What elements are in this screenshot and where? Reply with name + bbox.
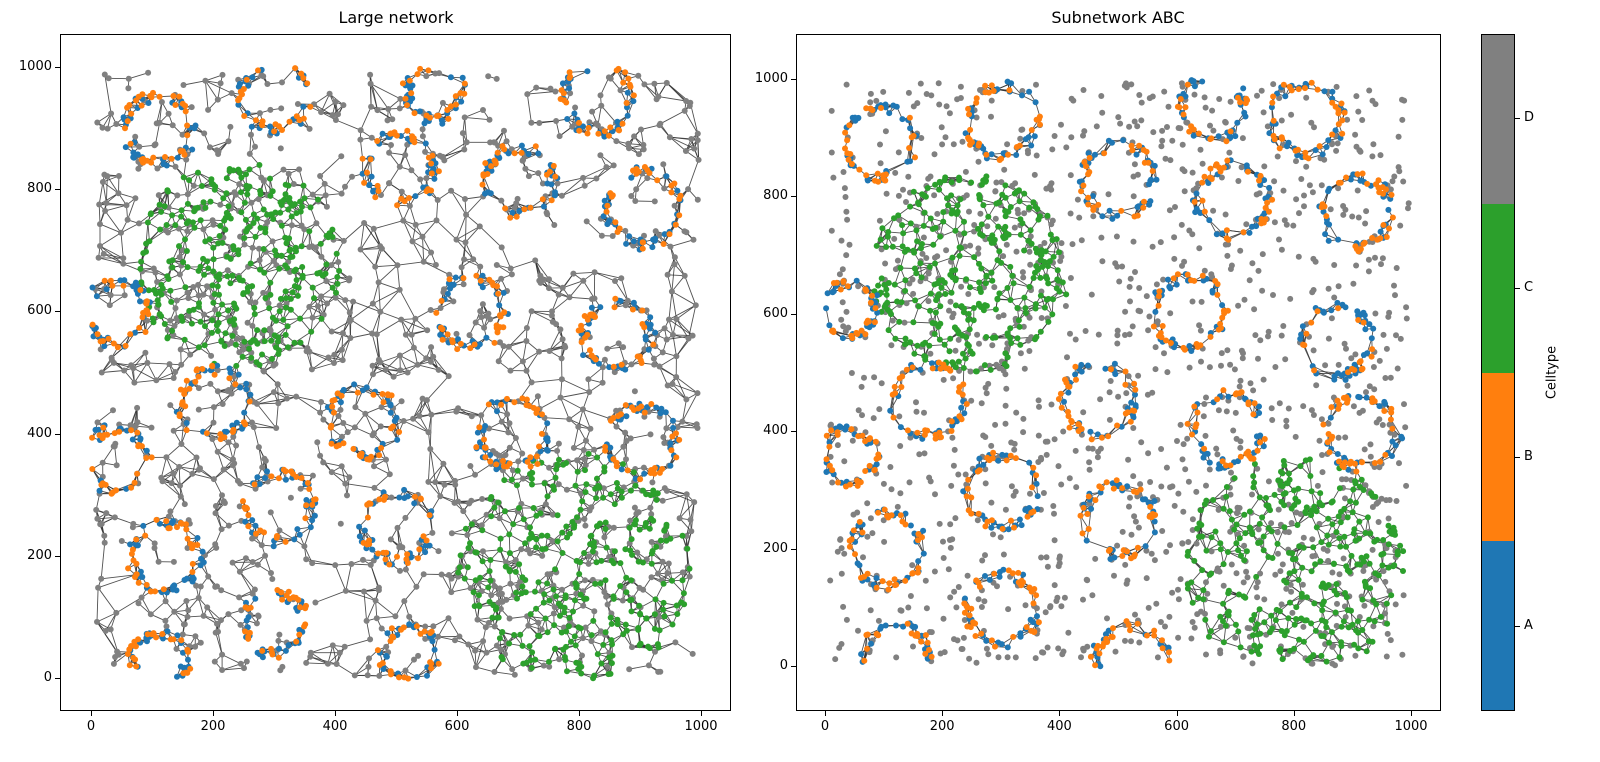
y-tick-label: 800	[763, 188, 788, 204]
nodes-celltype-d	[92, 69, 702, 679]
colorbar-tick-b: B	[1524, 449, 1533, 464]
y-tick-label: 600	[27, 303, 52, 319]
y-tick-label: 0	[779, 658, 788, 673]
y-tick-label: 1000	[18, 59, 52, 74]
x-tick-label: 600	[444, 719, 470, 734]
x-tick-label: 200	[929, 719, 955, 734]
colorbar-segment-c	[1482, 203, 1514, 373]
y-tick-label: 0	[43, 670, 52, 685]
nodes-celltype-d	[827, 80, 1412, 669]
x-tick-label: 1000	[684, 719, 718, 734]
y-tick-label: 400	[763, 423, 788, 439]
large-network-graph	[89, 65, 702, 682]
y-tick-label: 200	[763, 540, 788, 556]
y-tick-label: 400	[27, 425, 52, 441]
y-tick-label: 1000	[754, 71, 788, 86]
x-tick-label: 1000	[1394, 719, 1428, 734]
nodes-celltype-b	[823, 79, 1396, 669]
right-plot-title: Subnetwork ABC	[1051, 8, 1185, 27]
network-edges	[91, 67, 700, 680]
colorbar-tick-a: A	[1524, 618, 1533, 633]
nodes-celltype-b	[89, 65, 684, 682]
x-tick-label: 0	[820, 719, 830, 734]
x-tick-label: 200	[200, 719, 226, 734]
colorbar-tick-c: C	[1524, 280, 1534, 295]
y-tick-label: 600	[763, 305, 788, 321]
left-plot-axes	[60, 34, 731, 711]
y-tick-label: 800	[27, 181, 52, 197]
x-tick-label: 800	[566, 719, 592, 734]
x-tick-label: 400	[1046, 719, 1072, 734]
x-tick-label: 800	[1281, 719, 1307, 734]
celltype-colorbar	[1481, 34, 1515, 711]
y-tick-label: 200	[27, 547, 52, 563]
x-tick-label: 0	[86, 719, 96, 734]
colorbar-label: Celltype	[1544, 345, 1560, 400]
right-plot-axes	[796, 34, 1441, 711]
nodes-celltype-a	[823, 77, 1406, 670]
x-tick-label: 400	[322, 719, 348, 734]
nodes-celltype-c	[137, 162, 693, 682]
subnetwork-abc-graph	[823, 77, 1412, 670]
nodes-celltype-c	[869, 173, 1407, 665]
colorbar-tick-d: D	[1524, 110, 1535, 125]
left-plot-title: Large network	[338, 8, 454, 27]
x-tick-label: 600	[1164, 719, 1189, 734]
colorbar-segment-a	[1482, 541, 1514, 710]
colorbar-segment-b	[1482, 372, 1514, 542]
colorbar-segment-d	[1482, 35, 1514, 204]
